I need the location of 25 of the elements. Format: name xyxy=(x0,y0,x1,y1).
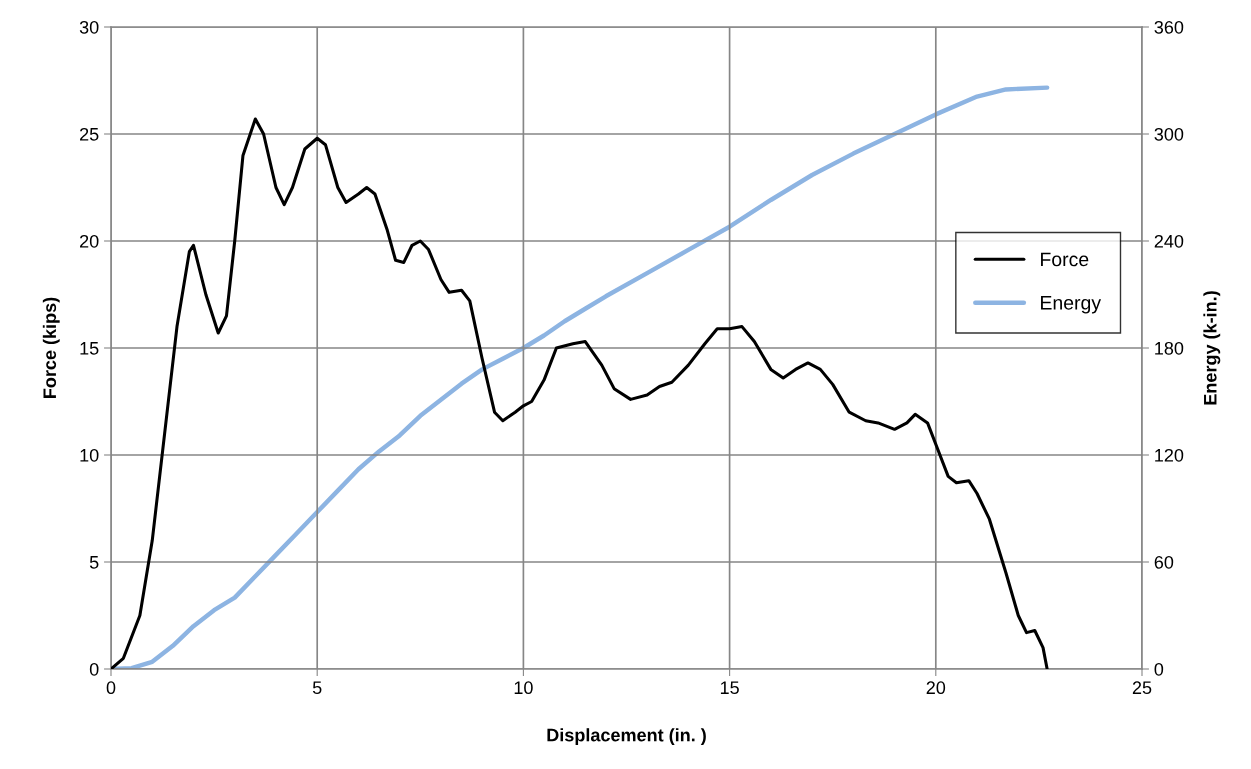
y2-tick-label: 240 xyxy=(1154,234,1184,248)
y2-tick-label: 120 xyxy=(1155,448,1184,462)
y-tick-label: 0 xyxy=(89,662,99,676)
y2-axis-title: Energy (k-in.) xyxy=(1203,291,1221,405)
y-axis-title: Force (kips) xyxy=(42,297,60,398)
y2-tick-label: 180 xyxy=(1155,341,1184,355)
y-tick-label: 15 xyxy=(80,342,99,355)
legend-label: Force xyxy=(1041,252,1089,267)
x-tick-label: 0 xyxy=(106,681,116,695)
y2-tick-label: 360 xyxy=(1154,20,1184,34)
y-tick-label: 20 xyxy=(80,234,99,248)
y-tick-label: 10 xyxy=(80,448,99,462)
y-tick-label: 5 xyxy=(89,556,99,569)
y-tick-label: 30 xyxy=(79,20,99,34)
x-tick-label: 25 xyxy=(1132,681,1152,695)
x-tick-label: 15 xyxy=(720,681,739,695)
legend-label: Energy xyxy=(1041,296,1102,314)
x-tick-label: 5 xyxy=(312,681,322,695)
y2-tick-label: 60 xyxy=(1154,555,1174,569)
x-tick-label: 10 xyxy=(514,681,533,695)
y2-tick-label: 0 xyxy=(1154,662,1164,676)
y2-tick-label: 300 xyxy=(1154,127,1184,141)
x-tick-label: 20 xyxy=(926,681,946,695)
y-tick-label: 25 xyxy=(80,127,99,141)
x-axis-title: Displacement (in. ) xyxy=(547,728,706,746)
